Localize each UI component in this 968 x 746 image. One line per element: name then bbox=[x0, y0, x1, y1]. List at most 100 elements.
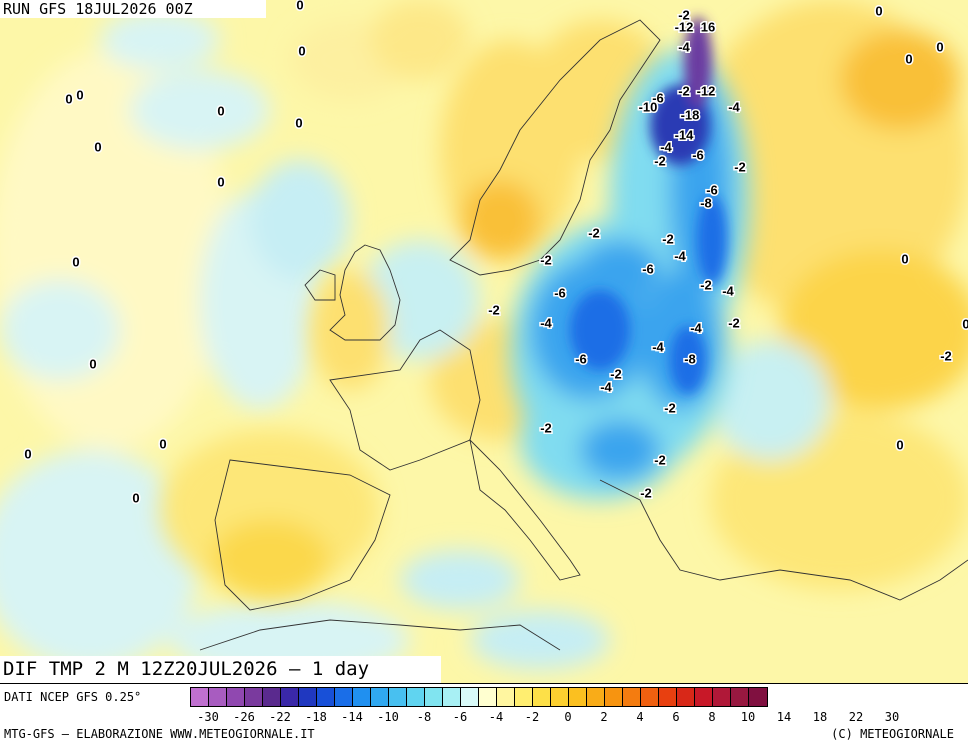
map-value-label: 0 bbox=[296, 0, 303, 12]
credit-right: (C) METEOGIORNALE bbox=[831, 727, 954, 741]
scale-swatch bbox=[605, 688, 623, 706]
map-value-label: 0 bbox=[217, 103, 224, 118]
scale-swatch bbox=[461, 688, 479, 706]
scale-swatch bbox=[335, 688, 353, 706]
scale-swatch bbox=[533, 688, 551, 706]
map-value-label: -8 bbox=[684, 351, 696, 366]
map-value-label: 0 bbox=[905, 51, 912, 66]
land-field bbox=[160, 0, 968, 600]
scale-tick-label: -2 bbox=[524, 710, 540, 724]
map-value-label: -4 bbox=[728, 99, 740, 114]
map-value-label: -4 bbox=[540, 315, 552, 330]
scale-swatch bbox=[353, 688, 371, 706]
map-value-label: -4 bbox=[600, 379, 612, 394]
scale-tick-label: 22 bbox=[848, 710, 864, 724]
map-value-label: -6 bbox=[652, 90, 664, 105]
map-value-label: -2 bbox=[540, 420, 552, 435]
map-value-label: 0 bbox=[217, 174, 224, 189]
map-value-label: -2 bbox=[654, 452, 666, 467]
map-value-label: 0 bbox=[875, 3, 882, 18]
strong-cold-core bbox=[570, 17, 727, 394]
scale-swatch bbox=[515, 688, 533, 706]
scale-swatch bbox=[659, 688, 677, 706]
scale-tick-label: -26 bbox=[233, 710, 255, 724]
coastline-scandinavia bbox=[449, 19, 661, 276]
scale-tick-label: 18 bbox=[812, 710, 828, 724]
scale-swatch bbox=[587, 688, 605, 706]
map-value-label: 0 bbox=[298, 43, 305, 58]
scale-swatch bbox=[623, 688, 641, 706]
map-value-label: -2 bbox=[654, 153, 666, 168]
map-value-label: 0 bbox=[896, 437, 903, 452]
scale-swatch bbox=[479, 688, 497, 706]
scale-tick-label: 10 bbox=[740, 710, 756, 724]
map-value-label: -2 bbox=[728, 315, 740, 330]
map-value-label: -2 bbox=[540, 252, 552, 267]
map-value-label: 0 bbox=[936, 39, 943, 54]
map-value-label: -6 bbox=[554, 285, 566, 300]
map-value-label: -2 bbox=[662, 231, 674, 246]
map-value-label: -2 bbox=[610, 366, 622, 381]
scale-swatch bbox=[407, 688, 425, 706]
scale-tick-label: 14 bbox=[776, 710, 792, 724]
map-value-label: -10 bbox=[639, 99, 658, 114]
scale-swatch bbox=[317, 688, 335, 706]
map-value-label: -4 bbox=[722, 283, 734, 298]
scale-tick-label: -10 bbox=[377, 710, 399, 724]
scale-swatch bbox=[371, 688, 389, 706]
map-value-label: -2 bbox=[734, 159, 746, 174]
map-value-label: 0 bbox=[89, 356, 96, 371]
scale-swatch bbox=[551, 688, 569, 706]
scale-swatch bbox=[731, 688, 749, 706]
scale-swatch bbox=[713, 688, 731, 706]
coastline-france-italy bbox=[329, 329, 581, 581]
coastline-uk bbox=[304, 244, 401, 341]
coastline-mediterranean-east bbox=[599, 479, 968, 601]
scale-swatch bbox=[245, 688, 263, 706]
scale-swatch bbox=[749, 688, 767, 706]
scale-tick-label: -4 bbox=[488, 710, 504, 724]
map-value-label: -6 bbox=[692, 147, 704, 162]
map-value-label: -6 bbox=[706, 182, 718, 197]
scale-swatch bbox=[263, 688, 281, 706]
scale-tick-label: -8 bbox=[416, 710, 432, 724]
map-value-label: 0 bbox=[901, 251, 908, 266]
map-title: DIF TMP 2 M 12Z20JUL2026 – 1 day bbox=[0, 656, 441, 683]
credit-left: MTG-GFS – ELABORAZIONE WWW.METEOGIORNALE… bbox=[4, 727, 315, 741]
scale-swatch bbox=[695, 688, 713, 706]
scale-swatch bbox=[299, 688, 317, 706]
scale-tick-label: -6 bbox=[452, 710, 468, 724]
map-value-label: 0 bbox=[94, 139, 101, 154]
scale-swatch bbox=[677, 688, 695, 706]
scale-tick-label: 0 bbox=[564, 710, 572, 724]
color-scale-ticks: -30 -26 -22 -18 -14 -10 -8 -6 -4 -2 0 2 4 6 8 10 14 18 22 3… bbox=[190, 710, 966, 724]
map-value-label: -2 bbox=[678, 83, 690, 98]
map-value-label: -4 bbox=[652, 339, 664, 354]
map-value-label: -6 bbox=[575, 351, 587, 366]
map-value-label: -4 bbox=[690, 320, 702, 335]
map-value-label: -14 bbox=[675, 127, 695, 142]
map-value-label: -2 bbox=[940, 348, 952, 363]
scale-swatch bbox=[641, 688, 659, 706]
map-value-label: 0 bbox=[24, 446, 31, 461]
map-value-label: -18 bbox=[681, 107, 700, 122]
scale-tick-label: 2 bbox=[600, 710, 608, 724]
map-value-label: -4 bbox=[674, 248, 686, 263]
map-value-label: 0 bbox=[72, 254, 79, 269]
map-value-label: -2 bbox=[588, 225, 600, 240]
map-value-label: -2 bbox=[678, 7, 690, 22]
map-value-label: -2 bbox=[664, 400, 676, 415]
map-value-label: -8 bbox=[700, 195, 712, 210]
map-value-label: 0 bbox=[65, 91, 72, 106]
scale-swatch bbox=[425, 688, 443, 706]
scale-tick-label: 8 bbox=[708, 710, 716, 724]
coastline-iberia bbox=[214, 459, 391, 611]
scale-swatch bbox=[389, 688, 407, 706]
map-value-label: -6 bbox=[642, 261, 654, 276]
map-value-label: -4 bbox=[678, 39, 690, 54]
scale-tick-label: 4 bbox=[636, 710, 644, 724]
footer: DATI NCEP GFS 0.25° -30 -26 -22 -18 -14 -10 -8… bbox=[0, 683, 968, 746]
